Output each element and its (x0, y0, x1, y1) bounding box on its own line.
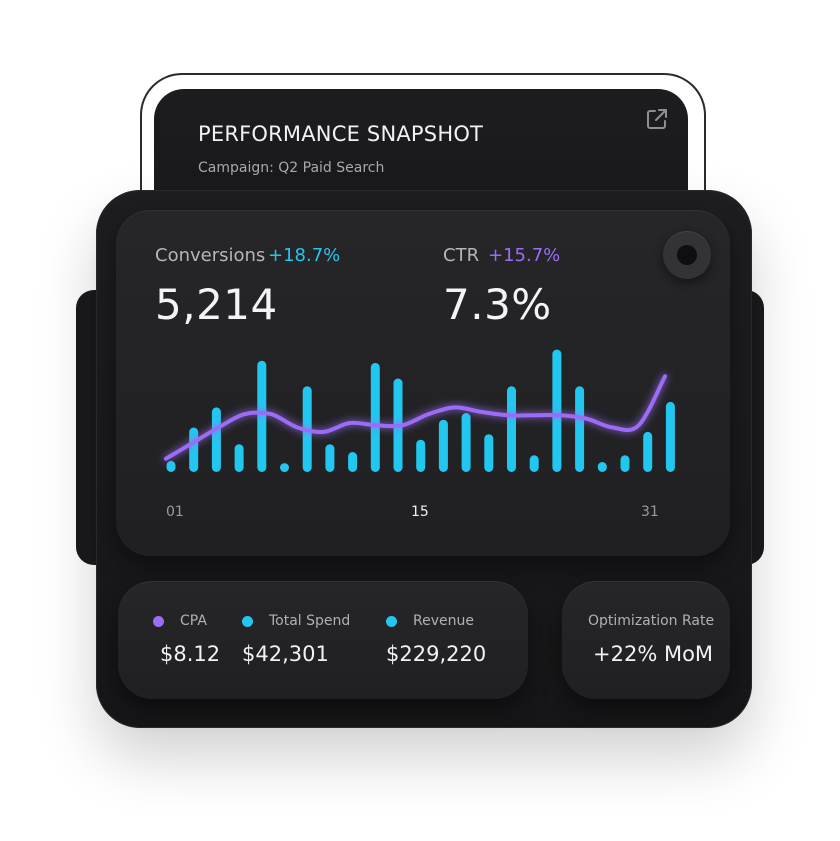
total-spend-value: $42,301 (242, 642, 329, 666)
spend-legend-dot (242, 616, 253, 627)
conversions-value: 5,214 (155, 280, 278, 329)
optimization-panel (562, 581, 730, 699)
ctr-delta: +15.7% (488, 245, 561, 266)
revenue-label: Revenue (413, 613, 474, 629)
ctr-value: 7.3% (443, 280, 552, 329)
record-button[interactable] (663, 231, 711, 279)
cpa-value: $8.12 (160, 642, 221, 666)
record-icon (677, 245, 697, 265)
conversions-delta: +18.7% (268, 245, 341, 266)
optimization-value: +22% MoM (593, 642, 714, 666)
total-spend-label: Total Spend (269, 613, 351, 629)
optimization-label: Optimization Rate (588, 613, 715, 629)
ctr-label: CTR (443, 245, 480, 266)
header-card (154, 89, 688, 209)
cpa-legend-dot (153, 616, 164, 627)
cpa-label: CPA (180, 613, 207, 629)
page-title: PERFORMANCE SNAPSHOT (198, 122, 484, 146)
revenue-legend-dot (386, 616, 397, 627)
conversions-label: Conversions (155, 245, 266, 266)
stats-panel (118, 581, 528, 699)
revenue-value: $229,220 (386, 642, 487, 666)
campaign-subtitle: Campaign: Q2 Paid Search (198, 160, 385, 176)
external-link-icon[interactable] (644, 106, 670, 132)
